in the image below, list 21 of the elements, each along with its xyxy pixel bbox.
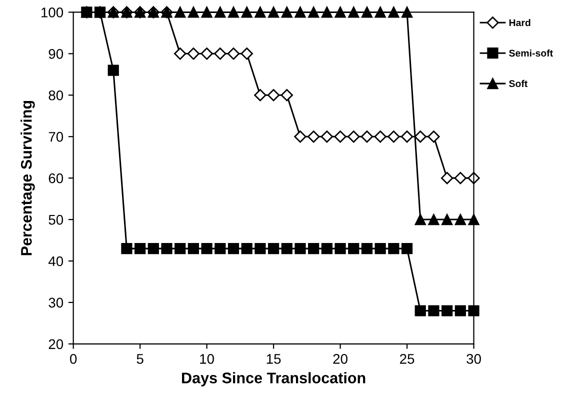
x-tick-label: 25 <box>400 354 414 364</box>
y-tick-label: 40 <box>48 256 64 266</box>
y-axis-title: Percentage Surviving <box>20 100 35 256</box>
y-tick-label: 60 <box>48 173 64 184</box>
legend-label: Soft <box>509 80 528 88</box>
x-tick-label: 5 <box>136 354 144 364</box>
y-tick-label: 80 <box>48 90 64 100</box>
y-tick-label: 70 <box>48 132 64 142</box>
y-tick-label: 90 <box>48 49 64 59</box>
x-tick-label: 10 <box>200 354 214 364</box>
y-tick-label: 100 <box>41 8 64 18</box>
x-tick-label: 0 <box>70 354 77 364</box>
y-tick-label: 30 <box>48 298 64 308</box>
x-tick-label: 30 <box>466 354 481 364</box>
x-tick-label: 15 <box>266 354 281 364</box>
legend-label: Hard <box>509 19 530 26</box>
x-axis-title: Days Since Translocation <box>182 372 366 386</box>
y-tick-label: 50 <box>48 214 64 225</box>
y-tick-label: 20 <box>48 339 64 350</box>
x-tick-label: 20 <box>333 354 348 364</box>
legend-label: Semi-soft <box>509 49 553 57</box>
